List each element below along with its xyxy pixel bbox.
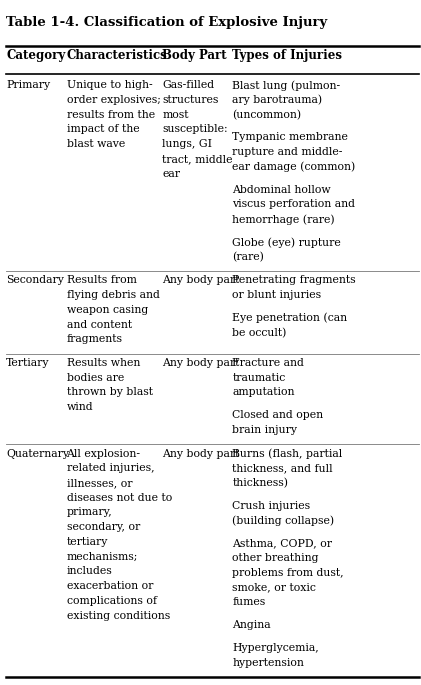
Text: amputation: amputation [232,387,295,397]
Text: Asthma, COPD, or: Asthma, COPD, or [232,538,333,549]
Text: mechanisms;: mechanisms; [67,551,138,562]
Text: Fracture and: Fracture and [232,358,304,368]
Text: Eye penetration (can: Eye penetration (can [232,313,347,323]
Text: most: most [162,110,189,120]
Text: brain injury: brain injury [232,425,297,435]
Text: Quaternary: Quaternary [6,449,69,458]
Text: Characteristics: Characteristics [67,49,167,62]
Text: Table 1-4. Classification of Explosive Injury: Table 1-4. Classification of Explosive I… [6,16,328,29]
Text: complications of: complications of [67,596,157,606]
Text: Burns (flash, partial: Burns (flash, partial [232,449,343,459]
Text: illnesses, or: illnesses, or [67,478,132,488]
Text: Results when: Results when [67,358,140,368]
Text: and content: and content [67,319,132,329]
Text: Crush injuries: Crush injuries [232,501,311,511]
Text: problems from dust,: problems from dust, [232,568,344,578]
Text: ear damage (common): ear damage (common) [232,162,356,173]
Text: Angina: Angina [232,620,271,630]
Text: rupture and middle-: rupture and middle- [232,147,343,157]
Text: Gas-filled: Gas-filled [162,80,214,90]
Text: ear: ear [162,169,180,179]
Text: flying debris and: flying debris and [67,290,160,300]
Text: includes: includes [67,566,112,576]
Text: Hyperglycemia,: Hyperglycemia, [232,643,319,653]
Text: Blast lung (pulmon-: Blast lung (pulmon- [232,80,341,90]
Text: Globe (eye) rupture: Globe (eye) rupture [232,237,341,247]
Text: Any body part: Any body part [162,358,240,368]
Text: exacerbation or: exacerbation or [67,581,153,591]
Text: thickness, and full: thickness, and full [232,463,333,473]
Text: All explosion-: All explosion- [67,449,141,458]
Text: weapon casing: weapon casing [67,305,148,315]
Text: hemorrhage (rare): hemorrhage (rare) [232,214,335,225]
Text: hypertension: hypertension [232,658,304,668]
Text: Unique to high-: Unique to high- [67,80,152,90]
Text: Tympanic membrane: Tympanic membrane [232,132,348,142]
Text: traumatic: traumatic [232,373,285,383]
Text: primary,: primary, [67,508,112,517]
Text: thickness): thickness) [232,478,288,488]
Text: smoke, or toxic: smoke, or toxic [232,582,316,593]
Text: Any body part: Any body part [162,275,240,286]
Text: Body Part: Body Part [162,49,227,62]
Text: Any body part: Any body part [162,449,240,458]
Text: bodies are: bodies are [67,373,124,383]
Text: (rare): (rare) [232,251,264,262]
Text: viscus perforation and: viscus perforation and [232,199,355,210]
Text: Category: Category [6,49,66,62]
Text: (building collapse): (building collapse) [232,516,335,526]
Text: fumes: fumes [232,597,266,608]
Text: wind: wind [67,402,93,412]
Text: Tertiary: Tertiary [6,358,50,368]
Text: blast wave: blast wave [67,139,125,149]
Text: Primary: Primary [6,80,51,90]
Text: related injuries,: related injuries, [67,463,154,473]
Text: impact of the: impact of the [67,125,139,134]
Text: thrown by blast: thrown by blast [67,387,152,397]
Text: Secondary: Secondary [6,275,64,286]
Text: secondary, or: secondary, or [67,522,140,532]
Text: Penetrating fragments: Penetrating fragments [232,275,356,286]
Text: lungs, GI: lungs, GI [162,139,212,149]
Text: Results from: Results from [67,275,136,286]
Text: fragments: fragments [67,334,123,345]
Text: order explosives;: order explosives; [67,95,160,105]
Text: existing conditions: existing conditions [67,610,170,621]
Text: tertiary: tertiary [67,537,108,547]
Text: structures: structures [162,95,218,105]
Text: or blunt injuries: or blunt injuries [232,290,322,300]
Text: Abdominal hollow: Abdominal hollow [232,185,331,195]
Text: diseases not due to: diseases not due to [67,493,172,503]
Text: tract, middle: tract, middle [162,154,232,164]
Text: other breathing: other breathing [232,553,319,563]
Text: (uncommon): (uncommon) [232,110,301,120]
Text: ary barotrauma): ary barotrauma) [232,95,322,105]
Text: be occult): be occult) [232,327,287,338]
Text: Types of Injuries: Types of Injuries [232,49,342,62]
Text: susceptible:: susceptible: [162,125,228,134]
Text: Closed and open: Closed and open [232,410,323,420]
Text: results from the: results from the [67,110,155,120]
